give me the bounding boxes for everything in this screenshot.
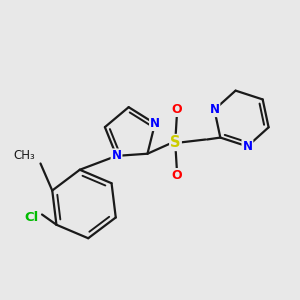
Text: O: O <box>172 103 182 116</box>
Text: Cl: Cl <box>24 211 39 224</box>
Text: N: N <box>242 140 252 153</box>
Text: S: S <box>170 135 181 150</box>
Text: N: N <box>209 103 219 116</box>
Text: N: N <box>150 117 160 130</box>
Text: N: N <box>112 149 122 162</box>
Text: O: O <box>172 169 182 182</box>
Text: CH₃: CH₃ <box>14 149 35 162</box>
